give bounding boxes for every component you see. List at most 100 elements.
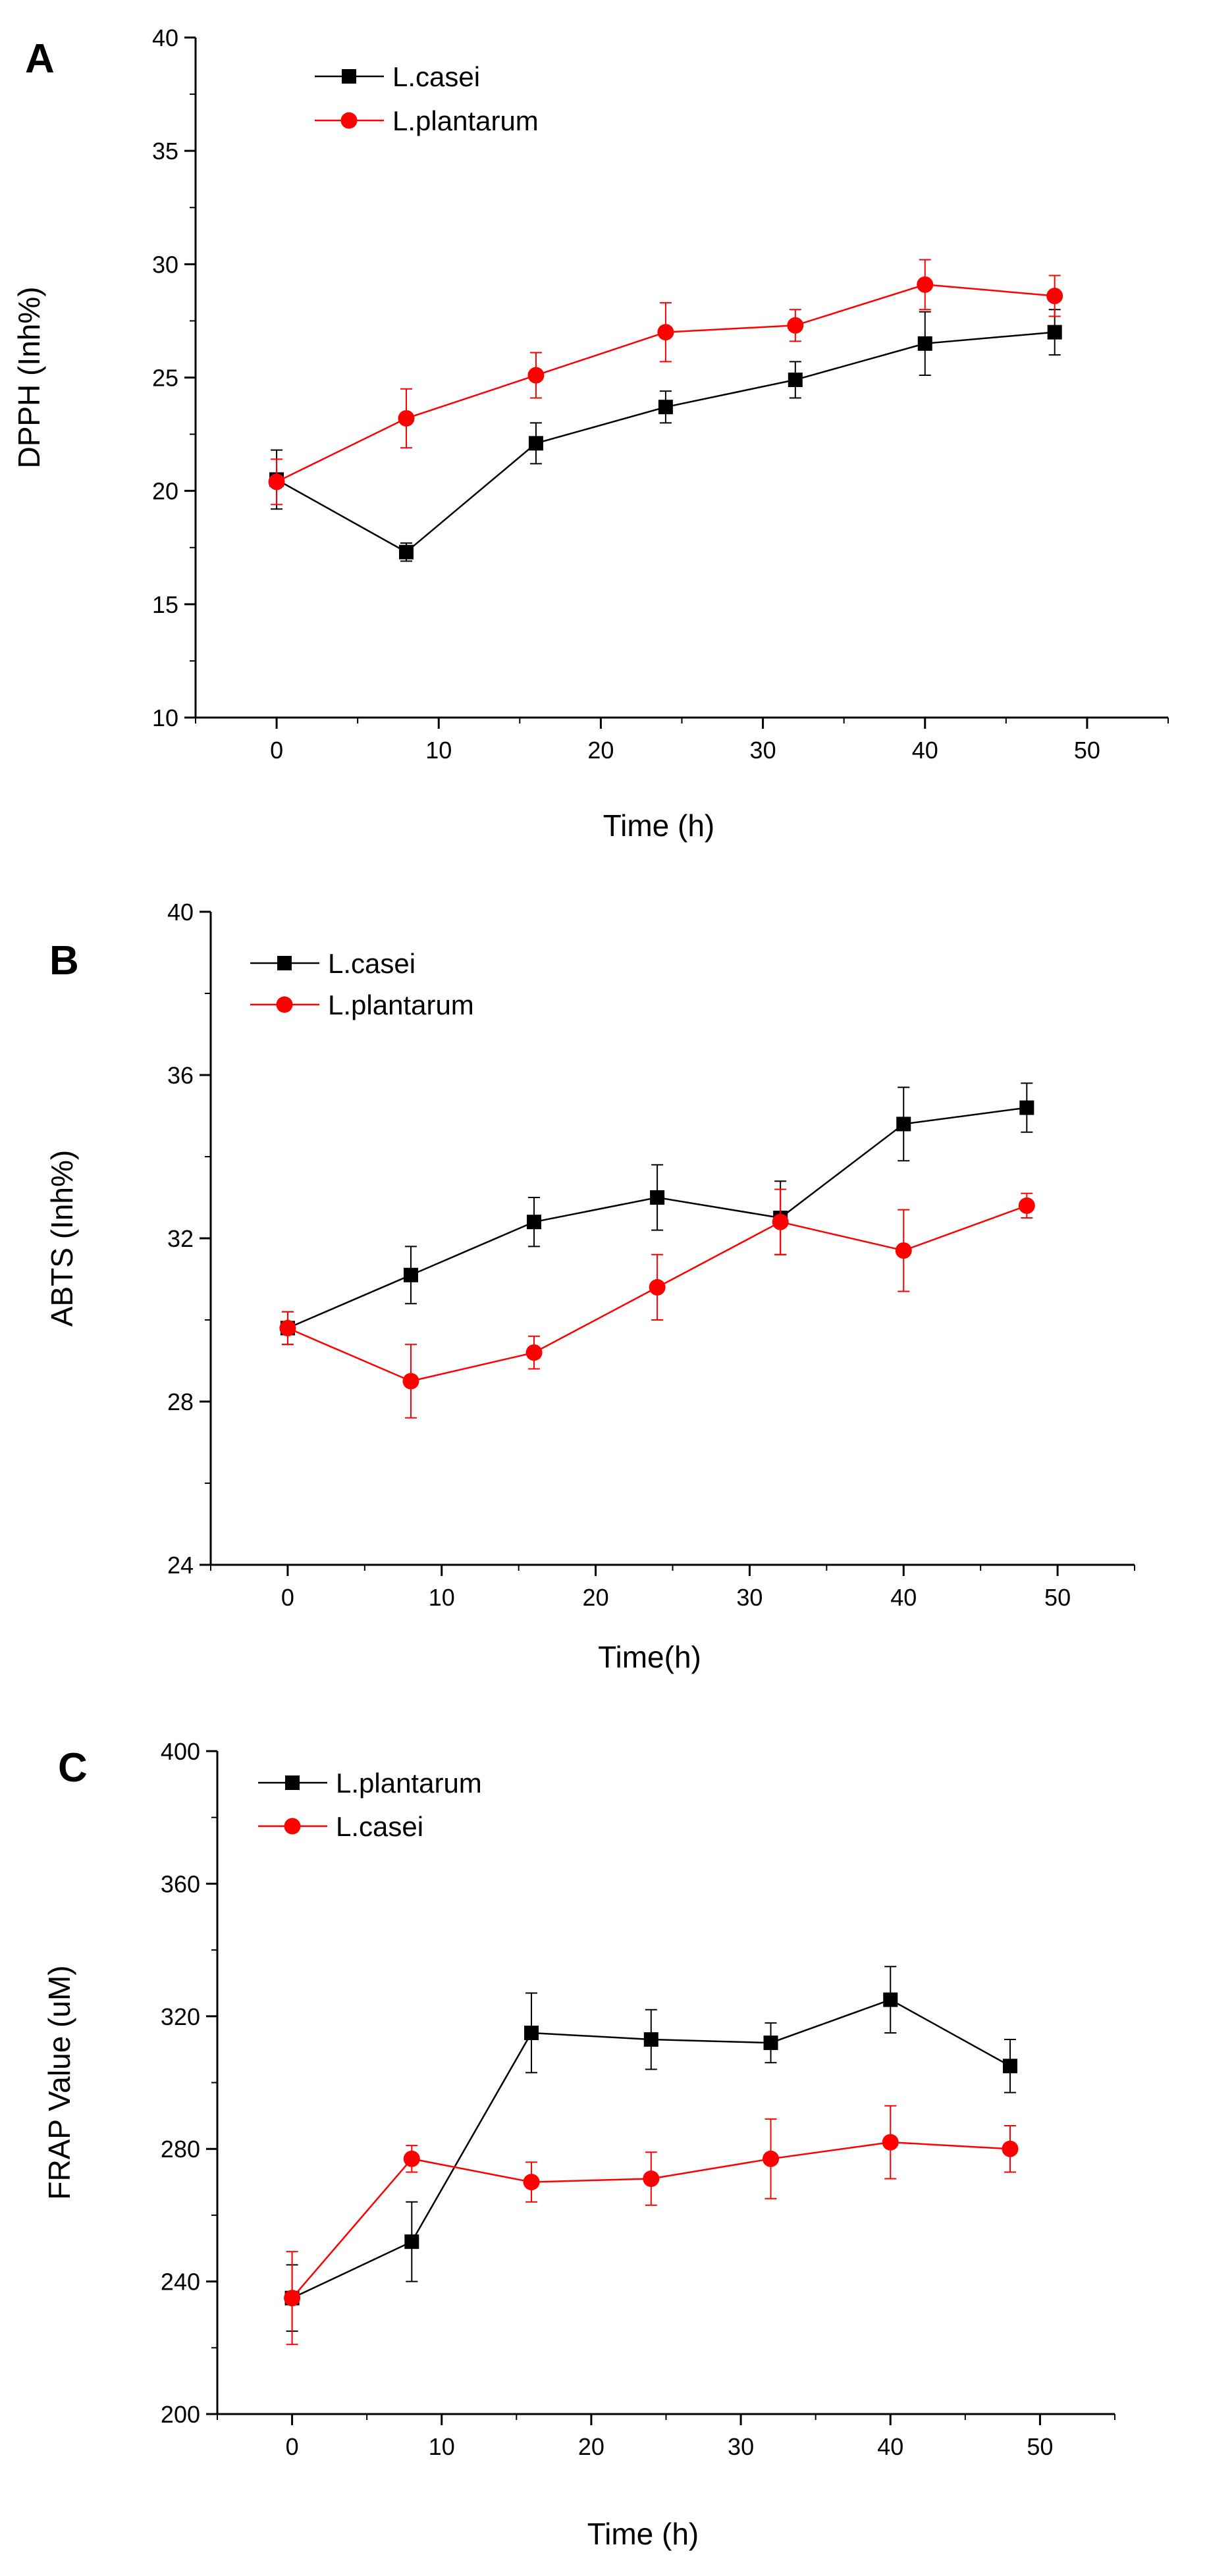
data-point-circle [402,1373,419,1390]
series-l-plantarum-panel-b [279,1188,1035,1419]
data-point-circle [895,1242,912,1259]
data-point-square [404,2234,419,2249]
data-point-circle [279,1319,296,1336]
x-tick-label: 0 [286,2433,299,2460]
legend-label: L.casei [328,948,416,979]
data-point-circle [268,473,285,490]
y-tick-label: 360 [161,1870,200,1897]
series-l-plantarum-panel-c [284,1966,1017,2332]
legend-marker-circle [276,996,293,1013]
y-tick-label: 40 [152,24,178,51]
x-tick-label: 20 [583,1584,609,1611]
data-point-square [658,400,673,415]
legend-marker-circle [340,112,358,129]
panel-b-letter: B [49,938,79,984]
y-tick-label: 20 [152,478,178,505]
series-l-plantarum-panel-a [268,259,1063,506]
y-tick-label: 30 [152,251,178,278]
data-point-square [1002,2059,1017,2074]
data-point-square [399,544,414,560]
legend-entry-l-casei-panel-b: L.casei [250,948,416,979]
panel-b-x-axis-title: Time(h) [598,1640,701,1674]
data-point-circle [527,367,545,384]
data-point-square [528,436,543,451]
legend-entry-l-plantarum-panel-b: L.plantarum [250,989,474,1020]
y-tick-label: 10 [152,704,178,731]
y-tick-label: 240 [161,2269,200,2296]
legend-label: L.casei [336,1811,423,1842]
panel-a: A 10 15 20 25 30 35 40 0 10 20 30 40 50 Time (h) DPPH (… [12,24,1169,843]
x-tick-label: 30 [728,2433,754,2460]
y-tick-label: 40 [167,899,194,926]
y-tick-label: 36 [167,1062,194,1089]
data-point-square [524,2025,539,2040]
y-tick-label: 15 [152,591,178,618]
panel-a-x-axis-title: Time (h) [603,808,715,843]
data-point-square [403,1267,418,1282]
y-tick-label: 24 [167,1552,194,1579]
data-point-circle [657,324,674,341]
series-l-casei-panel-c [284,2105,1019,2346]
x-tick-label: 30 [750,737,776,764]
legend-marker-square [277,956,292,970]
panel-a-y-axis-title: DPPH (Inh%) [12,286,46,468]
series-line [276,331,1055,554]
x-tick-label: 40 [877,2433,903,2460]
data-point-square [1019,1100,1034,1115]
panel-c-letter: C [58,1745,88,1791]
x-tick-label: 10 [429,1584,455,1611]
y-tick-label: 32 [167,1225,194,1252]
data-point-circle [523,2174,540,2191]
data-point-square [643,2032,658,2047]
panel-c-y-axis-title: FRAP Value (uM) [42,1965,76,2199]
x-tick-label: 10 [425,737,452,764]
legend-entry-l-plantarum-panel-c: L.plantarum [258,1768,482,1799]
x-tick-label: 0 [270,737,283,764]
panel-a-letter: A [25,36,55,82]
data-point-circle [917,276,934,293]
x-tick-label: 50 [1074,737,1100,764]
y-tick-label: 280 [161,2136,200,2163]
panel-b-y-axis-title: ABTS (Inh%) [45,1150,79,1327]
series-l-casei-panel-a [269,309,1062,562]
x-tick-label: 50 [1027,2433,1053,2460]
data-point-square [763,2036,778,2051]
data-point-square [917,336,932,351]
data-point-square [896,1117,911,1132]
data-point-circle [525,1344,543,1361]
data-point-circle [398,409,415,427]
data-point-circle [882,2134,899,2151]
data-point-square [883,1992,898,2007]
x-tick-label: 20 [587,737,614,764]
x-tick-label: 30 [736,1584,763,1611]
data-point-circle [643,2170,660,2188]
panel-b: B 24 28 32 36 40 0 10 20 30 40 50 Time(h) ABTS (Inh%)… [45,899,1135,1674]
data-point-square [527,1215,542,1230]
x-tick-label: 10 [429,2433,455,2460]
legend-label: L.plantarum [392,105,539,136]
data-point-circle [403,2150,420,2167]
legend-marker-square [342,69,356,84]
legend-label: L.plantarum [336,1768,482,1799]
legend-marker-square [285,1775,300,1790]
data-point-square [1047,325,1062,340]
x-tick-label: 0 [281,1584,294,1611]
data-point-circle [772,1213,789,1230]
legend-label: L.plantarum [328,989,474,1020]
x-tick-label: 20 [578,2433,604,2460]
data-point-circle [763,2150,780,2167]
data-point-circle [284,2290,301,2307]
y-tick-label: 400 [161,1738,200,1765]
legend-entry-l-casei-panel-a: L.casei [315,61,480,92]
y-tick-label: 35 [152,138,178,165]
y-tick-label: 200 [161,2401,200,2428]
legend-entry-l-plantarum-panel-a: L.plantarum [315,105,539,136]
data-point-circle [649,1278,666,1296]
legend-marker-circle [284,1818,301,1835]
data-point-square [788,372,803,387]
panel-c-x-axis-title: Time (h) [587,2517,699,2551]
panel-c: C 200 240 280 320 360 400 0 10 20 30 40 50 Time (h) FR… [42,1738,1115,2551]
x-tick-label: 40 [890,1584,917,1611]
legend-label: L.casei [392,61,480,92]
y-tick-label: 25 [152,365,178,392]
